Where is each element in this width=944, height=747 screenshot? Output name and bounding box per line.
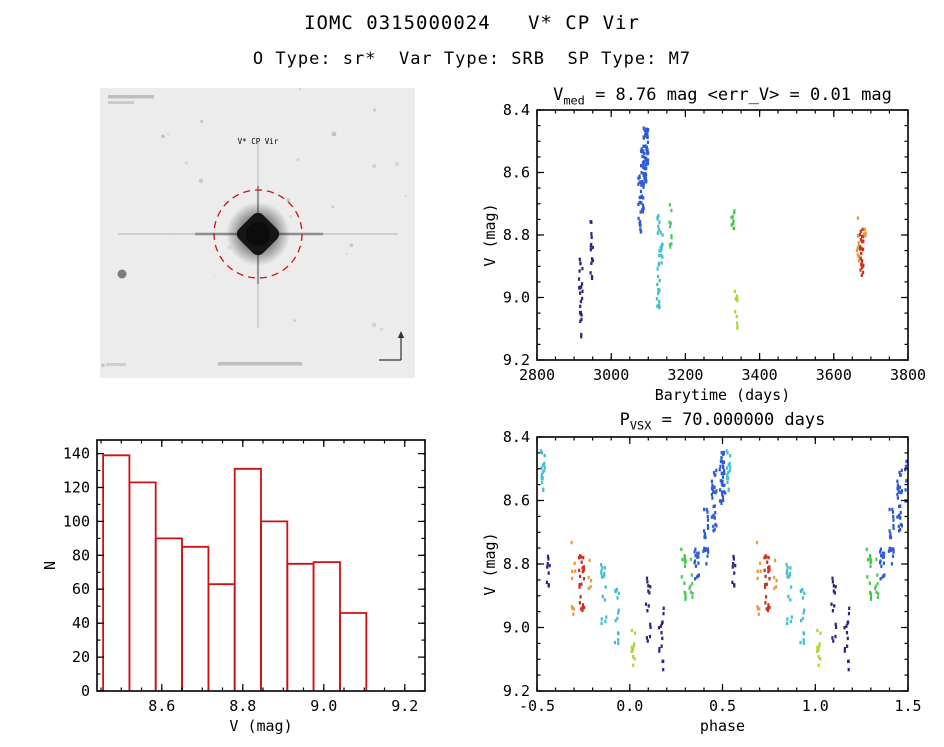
svg-text:2800: 2800 (519, 366, 555, 384)
svg-text:3000: 3000 (593, 366, 629, 384)
svg-text:0: 0 (81, 682, 90, 700)
svg-text:9.2: 9.2 (391, 697, 418, 715)
phase-svg: -0.5 0.0 0.5 1.0 1.5 8.4 8.6 8.8 9.0 9.2 phase V (m… (481, 428, 922, 735)
svg-text:8.6: 8.6 (503, 492, 530, 510)
svg-text:0.5: 0.5 (709, 697, 736, 715)
lightcurve-title-post: = 8.76 mag <err_V> = 0.01 mag (584, 85, 892, 105)
page-title: IOMC 0315000024 V* CP Vir (304, 12, 640, 34)
svg-text:8.6: 8.6 (148, 697, 175, 715)
star-field-image: V* CP Vir (100, 88, 415, 378)
svg-text:8.8: 8.8 (503, 226, 530, 244)
lightcurve-title-subscript: med (563, 93, 585, 108)
svg-text:N: N (41, 561, 59, 570)
phase-plot: PVSX = 70.000000 days -0.5 0.0 0.5 1.0 1.5 8.… (470, 408, 944, 743)
svg-text:3800: 3800 (890, 366, 926, 384)
phase-title-post: = 70.000000 days (651, 410, 826, 430)
svg-text:60: 60 (72, 580, 90, 598)
lightcurve-title: Vmed = 8.76 mag <err_V> = 0.01 mag (537, 85, 908, 107)
svg-text:phase: phase (700, 717, 745, 735)
svg-text:3600: 3600 (816, 366, 852, 384)
svg-text:9.0: 9.0 (503, 619, 530, 637)
svg-text:-0.5: -0.5 (519, 697, 555, 715)
page-subtitle: O Type: sr* Var Type: SRB SP Type: M7 (252, 49, 692, 69)
svg-text:9.0: 9.0 (503, 289, 530, 307)
svg-text:V (mag): V (mag) (481, 203, 499, 266)
svg-text:9.2: 9.2 (503, 351, 530, 369)
svg-text:1.0: 1.0 (802, 697, 829, 715)
svg-text:V* CP Vir: V* CP Vir (238, 137, 279, 146)
svg-text:3400: 3400 (742, 366, 778, 384)
histogram-plot: 8.6 8.8 9.0 9.2 0 20 40 60 80 100 120 140 V (mag) N (30, 428, 450, 743)
svg-text:3200: 3200 (667, 366, 703, 384)
svg-text:40: 40 (72, 614, 90, 632)
svg-text:8.6: 8.6 (503, 164, 530, 182)
star-field-svg: V* CP Vir (100, 88, 415, 378)
svg-text:100: 100 (63, 512, 90, 530)
svg-text:Barytime (days): Barytime (days) (655, 386, 790, 404)
lightcurve-plot: Vmed = 8.76 mag <err_V> = 0.01 mag 2800 3… (470, 85, 944, 405)
lightcurve-title-pre: V (553, 85, 564, 105)
svg-text:120: 120 (63, 479, 90, 497)
svg-text:20: 20 (72, 648, 90, 666)
svg-text:V (mag): V (mag) (481, 532, 499, 595)
svg-text:0.0: 0.0 (616, 697, 643, 715)
svg-text:8.8: 8.8 (503, 555, 530, 573)
histogram-svg: 8.6 8.8 9.0 9.2 0 20 40 60 80 100 120 140 V (mag) N (41, 439, 426, 735)
svg-text:8.4: 8.4 (503, 101, 530, 119)
lightcurve-svg: 2800 3000 3200 3400 3600 3800 8.4 8.6 8.8 9.0 9.2 B… (481, 101, 926, 404)
phase-title: PVSX = 70.000000 days (537, 410, 908, 432)
svg-text:140: 140 (63, 445, 90, 463)
svg-text:8.8: 8.8 (229, 697, 256, 715)
svg-text:V (mag): V (mag) (229, 717, 292, 735)
svg-text:1.5: 1.5 (894, 697, 921, 715)
svg-text:80: 80 (72, 546, 90, 564)
phase-title-pre: P (619, 410, 630, 430)
svg-text:9.0: 9.0 (310, 697, 337, 715)
svg-text:8.4: 8.4 (503, 428, 530, 446)
phase-title-subscript: VSX (629, 418, 652, 433)
svg-text:9.2: 9.2 (503, 682, 530, 700)
